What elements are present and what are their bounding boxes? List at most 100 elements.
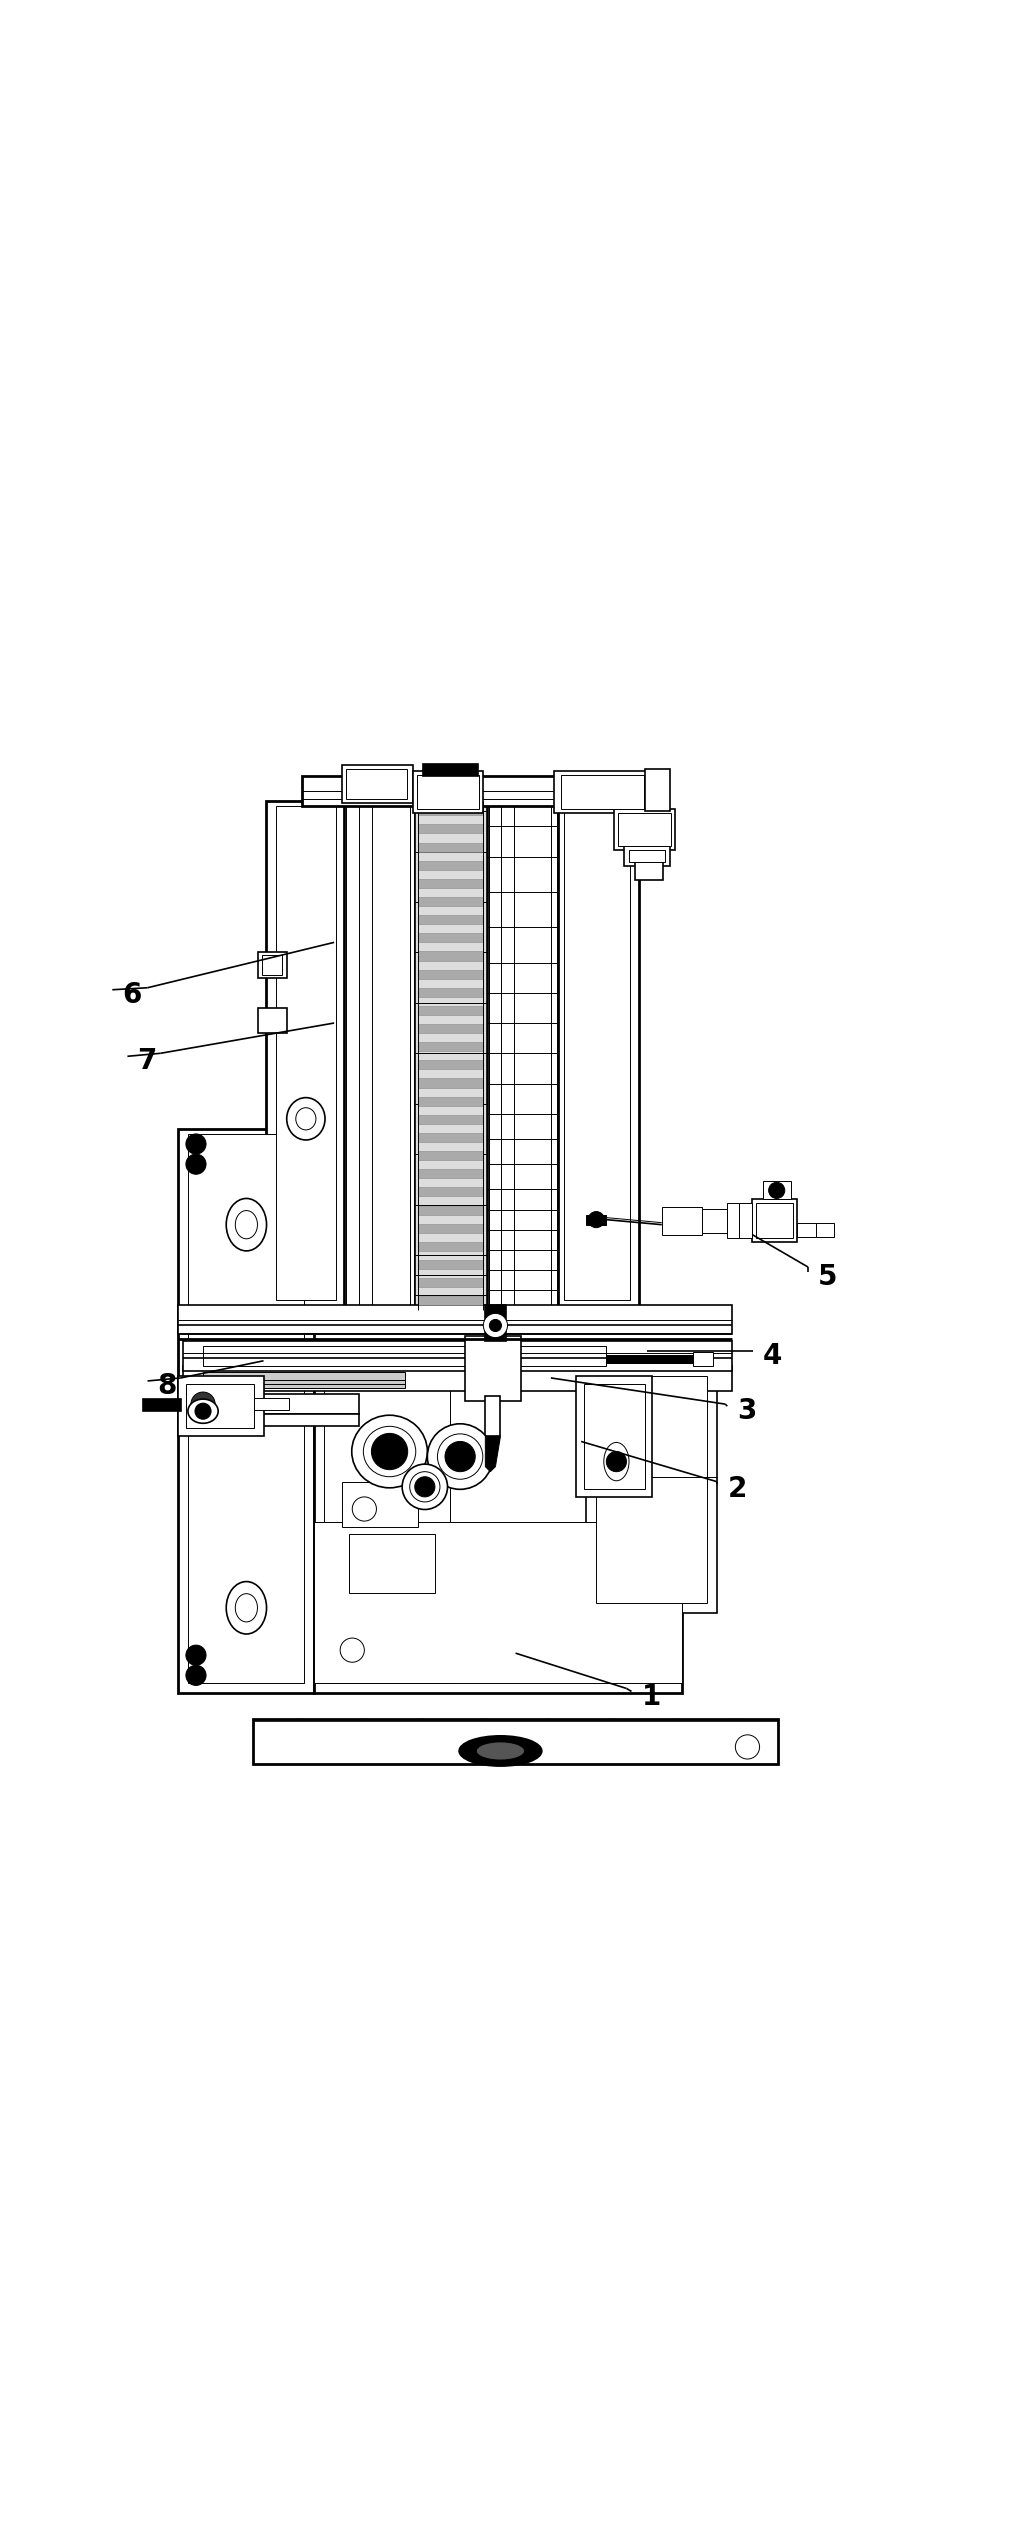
Ellipse shape bbox=[188, 1399, 218, 1424]
Bar bbox=[485, 1397, 500, 1437]
Circle shape bbox=[352, 1498, 376, 1521]
Bar bbox=[487, 802, 558, 1311]
Bar bbox=[418, 878, 483, 888]
Bar bbox=[203, 1371, 404, 1389]
Bar bbox=[418, 825, 483, 832]
Bar bbox=[727, 1204, 739, 1237]
Circle shape bbox=[195, 1404, 211, 1419]
Bar bbox=[625, 845, 670, 865]
Bar bbox=[418, 1242, 483, 1250]
Bar bbox=[178, 1128, 314, 1693]
Bar bbox=[645, 769, 670, 812]
Bar bbox=[188, 1133, 304, 1682]
Circle shape bbox=[735, 1736, 759, 1758]
Circle shape bbox=[186, 1133, 206, 1154]
Ellipse shape bbox=[459, 1736, 542, 1766]
Bar bbox=[465, 1336, 521, 1402]
Bar bbox=[751, 1199, 797, 1242]
Bar bbox=[615, 810, 675, 850]
Bar bbox=[755, 1204, 793, 1237]
Bar bbox=[586, 1366, 717, 1612]
Text: 5: 5 bbox=[818, 1262, 837, 1290]
Ellipse shape bbox=[287, 1098, 325, 1141]
Bar bbox=[418, 1295, 483, 1305]
Bar bbox=[418, 842, 483, 853]
Ellipse shape bbox=[352, 1414, 428, 1488]
Text: 6: 6 bbox=[122, 982, 142, 1009]
Bar bbox=[346, 769, 406, 799]
Bar bbox=[143, 1399, 181, 1412]
Bar bbox=[418, 898, 483, 906]
Bar bbox=[418, 1225, 483, 1232]
Circle shape bbox=[768, 1182, 785, 1199]
Bar bbox=[178, 1305, 732, 1333]
Bar bbox=[178, 1394, 359, 1414]
Circle shape bbox=[483, 1313, 508, 1338]
Bar bbox=[629, 850, 665, 863]
Ellipse shape bbox=[236, 1209, 258, 1240]
Ellipse shape bbox=[402, 1465, 448, 1510]
Bar bbox=[816, 1222, 834, 1237]
Bar bbox=[635, 863, 663, 880]
Circle shape bbox=[607, 1452, 627, 1472]
Bar bbox=[203, 1346, 607, 1366]
Bar bbox=[342, 1483, 418, 1528]
Circle shape bbox=[191, 1392, 215, 1417]
Bar bbox=[418, 969, 483, 979]
Bar bbox=[344, 802, 415, 1311]
Bar bbox=[561, 774, 644, 810]
Bar bbox=[418, 1260, 483, 1270]
Ellipse shape bbox=[363, 1427, 416, 1478]
Bar bbox=[418, 1187, 483, 1197]
Bar bbox=[418, 1151, 483, 1161]
Bar bbox=[349, 1533, 435, 1594]
Bar bbox=[342, 764, 412, 802]
Text: 4: 4 bbox=[762, 1341, 782, 1369]
Text: 7: 7 bbox=[137, 1047, 157, 1075]
Bar bbox=[693, 1351, 713, 1366]
Bar bbox=[418, 1025, 483, 1032]
Bar bbox=[183, 1341, 732, 1371]
Text: 1: 1 bbox=[642, 1682, 661, 1710]
Bar bbox=[183, 1366, 732, 1392]
Circle shape bbox=[340, 1637, 364, 1662]
Bar bbox=[418, 1007, 483, 1015]
Bar bbox=[596, 1376, 707, 1601]
Bar bbox=[554, 772, 650, 812]
Text: 8: 8 bbox=[158, 1371, 177, 1399]
Bar bbox=[607, 1354, 697, 1364]
Bar bbox=[178, 1376, 264, 1437]
Bar bbox=[423, 764, 478, 777]
Bar bbox=[762, 1182, 791, 1199]
Bar bbox=[254, 1718, 777, 1763]
Bar bbox=[262, 956, 282, 974]
Bar bbox=[558, 802, 639, 1311]
Circle shape bbox=[445, 1442, 475, 1472]
Ellipse shape bbox=[296, 1108, 316, 1131]
Bar bbox=[415, 802, 487, 1311]
Bar bbox=[412, 772, 483, 812]
Text: 3: 3 bbox=[737, 1397, 757, 1424]
Bar bbox=[418, 1042, 483, 1052]
Bar bbox=[485, 1305, 506, 1341]
Bar bbox=[178, 1414, 359, 1427]
Bar bbox=[259, 951, 287, 977]
Circle shape bbox=[489, 1321, 501, 1331]
Ellipse shape bbox=[226, 1581, 267, 1634]
Bar bbox=[418, 1278, 483, 1288]
Ellipse shape bbox=[476, 1741, 525, 1761]
Bar bbox=[576, 1376, 652, 1498]
Circle shape bbox=[186, 1665, 206, 1685]
Bar bbox=[418, 987, 483, 997]
Circle shape bbox=[415, 1478, 435, 1498]
Bar bbox=[418, 1116, 483, 1123]
Bar bbox=[662, 1207, 702, 1235]
Bar bbox=[739, 1204, 751, 1237]
Ellipse shape bbox=[409, 1472, 440, 1503]
Bar bbox=[584, 1384, 645, 1488]
Circle shape bbox=[371, 1435, 407, 1470]
Bar bbox=[418, 1204, 483, 1214]
Bar bbox=[418, 1095, 483, 1106]
Bar bbox=[417, 774, 479, 810]
Bar bbox=[797, 1222, 817, 1237]
